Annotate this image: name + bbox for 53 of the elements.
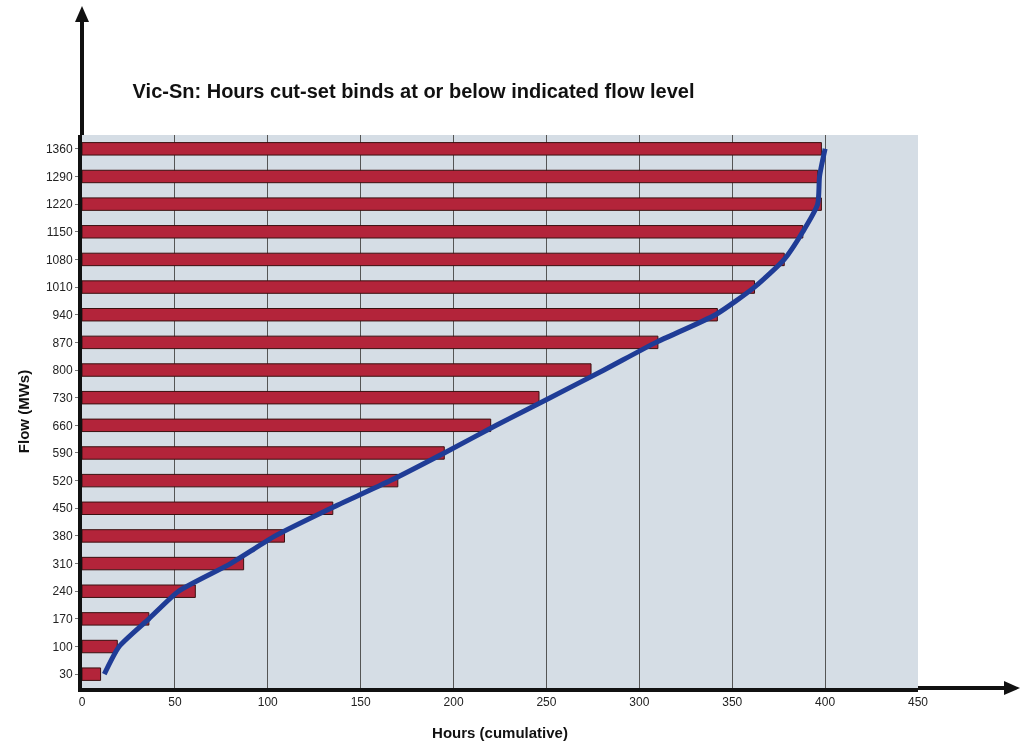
x-tick-label: 450: [907, 695, 929, 710]
y-tick-label: 1360: [45, 142, 73, 157]
y-tick-label: 520: [52, 473, 73, 488]
bar: [82, 501, 334, 515]
y-tick-label: 170: [52, 612, 73, 627]
x-tick-label: 350: [722, 695, 743, 710]
x-tick-label: 150: [350, 695, 371, 710]
x-tick-label: 50: [168, 695, 182, 710]
y-tick-label: 450: [52, 501, 73, 516]
y-tick-label: 1010: [45, 280, 73, 295]
y-tick-label: 800: [52, 363, 73, 378]
bar: [82, 473, 399, 488]
x-tick-label: 100: [257, 695, 279, 710]
y-tick-label: 1150: [46, 224, 73, 239]
bar: [82, 390, 540, 405]
x-tick-label: 0: [78, 695, 86, 710]
bar: [82, 529, 285, 543]
y-tick-label: 100: [52, 639, 73, 654]
y-axis-title: Flow (MWs): [14, 369, 32, 454]
bar: [82, 197, 822, 211]
bar: [82, 363, 592, 377]
bar: [82, 335, 659, 350]
bar: [82, 252, 785, 267]
x-tick-label: 200: [443, 695, 464, 710]
bar: [82, 639, 118, 654]
bar: [82, 556, 245, 571]
y-tick-label: 1290: [45, 169, 73, 184]
bar: [82, 667, 102, 681]
bar: [82, 142, 822, 156]
bar: [82, 169, 819, 184]
bar: [82, 418, 492, 433]
y-tick-label: 240: [52, 584, 73, 599]
bar: [82, 446, 445, 460]
chart-title: Vic-Sn: Hours cut-set binds at or below indicated flow level: [132, 79, 695, 102]
x-axis-title: Hours (cumulative): [432, 723, 568, 741]
bar: [82, 584, 196, 598]
y-tick-label: 940: [52, 307, 73, 322]
bar: [82, 280, 756, 294]
y-tick-label: 1080: [45, 252, 73, 267]
x-tick-label: 250: [536, 695, 557, 710]
y-tick-label: 730: [52, 390, 73, 405]
y-tick-label: 1220: [45, 197, 73, 212]
y-tick-label: 380: [52, 529, 73, 544]
y-tick-label: 310: [52, 556, 73, 571]
y-tick-label: 30: [59, 667, 73, 682]
x-tick-label: 300: [629, 695, 650, 710]
y-tick-label: 870: [52, 335, 73, 350]
bar: [82, 308, 718, 322]
y-tick-label: 660: [52, 418, 73, 433]
bar: [82, 225, 804, 239]
y-tick-label: 590: [52, 446, 73, 461]
x-tick-label: 400: [815, 695, 836, 710]
bar: [82, 612, 150, 626]
